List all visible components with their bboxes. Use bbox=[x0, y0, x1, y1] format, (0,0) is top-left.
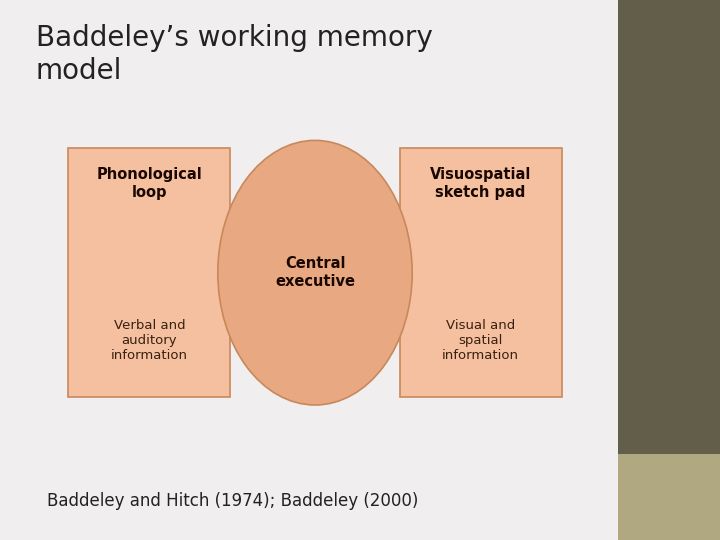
Text: Central
executive: Central executive bbox=[275, 256, 355, 289]
Text: Verbal and
auditory
information: Verbal and auditory information bbox=[111, 319, 188, 362]
Text: Visuospatial
sketch pad: Visuospatial sketch pad bbox=[430, 167, 531, 200]
Text: Phonological
loop: Phonological loop bbox=[96, 167, 202, 200]
Text: Baddeley’s working memory
model: Baddeley’s working memory model bbox=[36, 24, 433, 85]
Bar bbox=[618, 0, 720, 454]
Text: Visual and
spatial
information: Visual and spatial information bbox=[442, 319, 519, 362]
Text: Baddeley and Hitch (1974); Baddeley (2000): Baddeley and Hitch (1974); Baddeley (200… bbox=[47, 492, 418, 510]
Ellipse shape bbox=[218, 140, 413, 405]
FancyBboxPatch shape bbox=[68, 148, 230, 397]
FancyBboxPatch shape bbox=[400, 148, 562, 397]
Bar bbox=[618, 454, 720, 540]
